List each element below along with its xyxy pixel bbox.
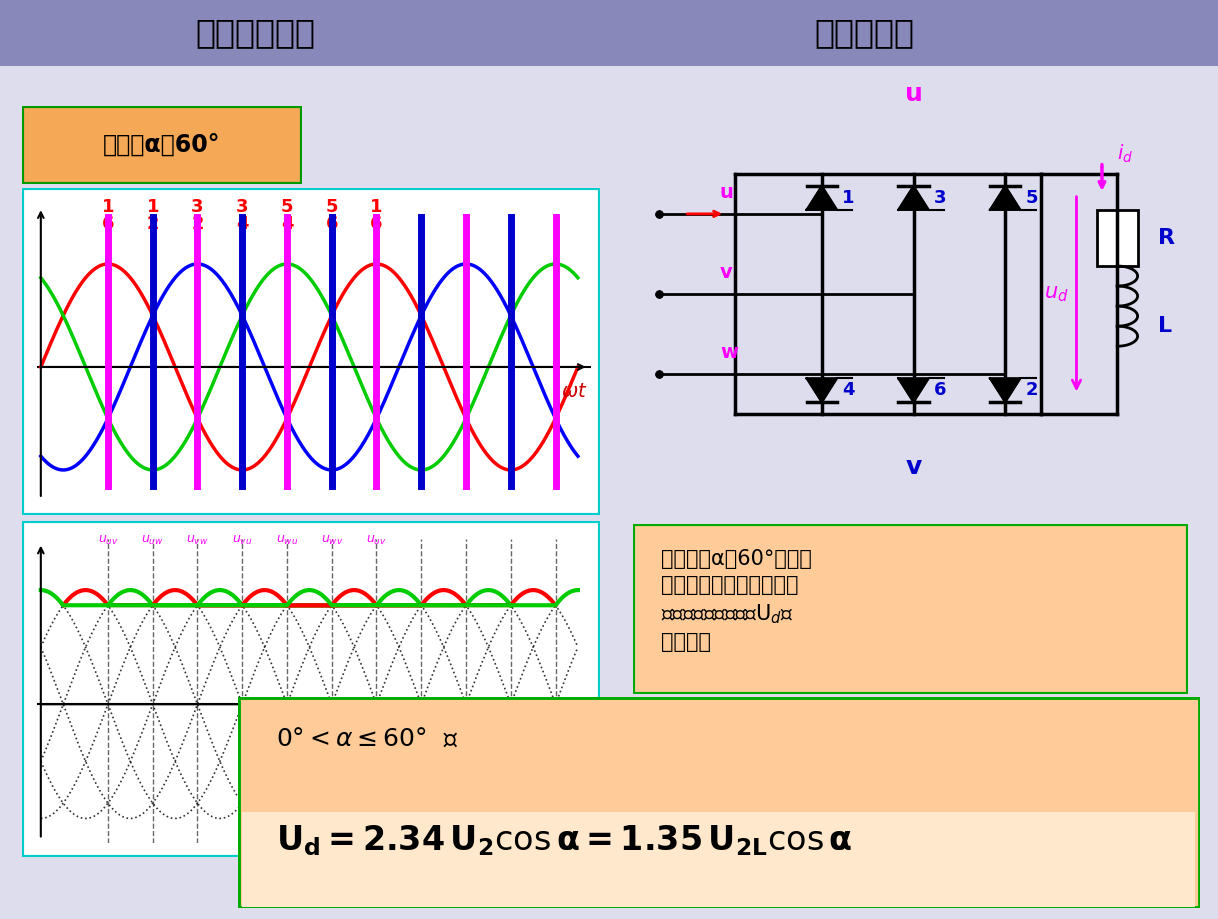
Polygon shape <box>898 186 929 210</box>
Text: 3: 3 <box>934 188 946 207</box>
Text: 电感性负载: 电感性负载 <box>815 17 915 50</box>
Text: $\omega t$: $\omega t$ <box>560 382 587 402</box>
Text: 4: 4 <box>236 215 248 233</box>
Text: $u_{uv}$: $u_{uv}$ <box>97 534 118 548</box>
Text: u: u <box>720 183 733 202</box>
Polygon shape <box>806 186 837 210</box>
Text: 5: 5 <box>280 198 294 216</box>
Text: 2: 2 <box>191 215 203 233</box>
Polygon shape <box>990 186 1021 210</box>
FancyBboxPatch shape <box>242 811 1195 907</box>
Text: 控制角α＝60°: 控制角α＝60° <box>104 132 220 157</box>
Text: $u_d$: $u_d$ <box>1044 284 1068 304</box>
Polygon shape <box>806 379 837 403</box>
Text: 2: 2 <box>1026 381 1038 400</box>
Text: $\omega t$: $\omega t$ <box>560 719 587 738</box>
Text: u: u <box>905 82 922 106</box>
Polygon shape <box>898 379 929 403</box>
Text: 3: 3 <box>191 198 203 216</box>
Text: 4: 4 <box>842 381 855 400</box>
Text: 6: 6 <box>101 215 114 233</box>
Text: 5: 5 <box>1026 188 1038 207</box>
Text: $u_{wv}$: $u_{wv}$ <box>320 534 343 548</box>
Text: 1: 1 <box>370 198 382 216</box>
Text: 6: 6 <box>370 215 382 233</box>
Text: 电阻负载α＜60°时波形
连续，感性负载与电阻性
负载电压波形一样，U$_d$计
算式相同: 电阻负载α＜60°时波形 连续，感性负载与电阻性 负载电压波形一样，U$_d$计… <box>661 549 812 652</box>
Text: L: L <box>1158 316 1172 336</box>
FancyBboxPatch shape <box>633 524 1188 694</box>
Text: $u_{uv}$: $u_{uv}$ <box>367 534 387 548</box>
Text: 4: 4 <box>280 215 294 233</box>
Polygon shape <box>990 379 1021 403</box>
Text: 1: 1 <box>842 188 855 207</box>
Text: $i_d$: $i_d$ <box>1117 142 1134 165</box>
FancyBboxPatch shape <box>22 106 302 184</box>
Text: 1: 1 <box>101 198 114 216</box>
Text: 1: 1 <box>146 198 160 216</box>
Text: 6: 6 <box>325 215 337 233</box>
Text: 三相桥式全控: 三相桥式全控 <box>196 17 315 50</box>
Text: $u_{wu}$: $u_{wu}$ <box>275 534 298 548</box>
Text: 5: 5 <box>325 198 337 216</box>
Text: v: v <box>905 455 922 479</box>
Bar <box>1097 210 1138 266</box>
Text: 6: 6 <box>934 381 946 400</box>
Text: 2: 2 <box>146 215 160 233</box>
Text: $u_{vw}$: $u_{vw}$ <box>186 534 208 548</box>
Text: www.cntronics.com: www.cntronics.com <box>1072 898 1194 911</box>
FancyBboxPatch shape <box>238 697 1200 908</box>
Text: $u_{uw}$: $u_{uw}$ <box>141 534 164 548</box>
Text: $0°<\alpha\leq 60°$  时: $0°<\alpha\leq 60°$ 时 <box>276 727 459 751</box>
Text: v: v <box>720 263 733 282</box>
Text: R: R <box>1158 228 1175 248</box>
Text: $\mathbf{U_d = 2.34\,U_2\cos\alpha = 1.35\,U_{2L}\cos\alpha}$: $\mathbf{U_d = 2.34\,U_2\cos\alpha = 1.3… <box>276 823 853 857</box>
Text: 3: 3 <box>236 198 248 216</box>
Text: w: w <box>720 344 738 362</box>
Text: $u_{vu}$: $u_{vu}$ <box>233 534 252 548</box>
